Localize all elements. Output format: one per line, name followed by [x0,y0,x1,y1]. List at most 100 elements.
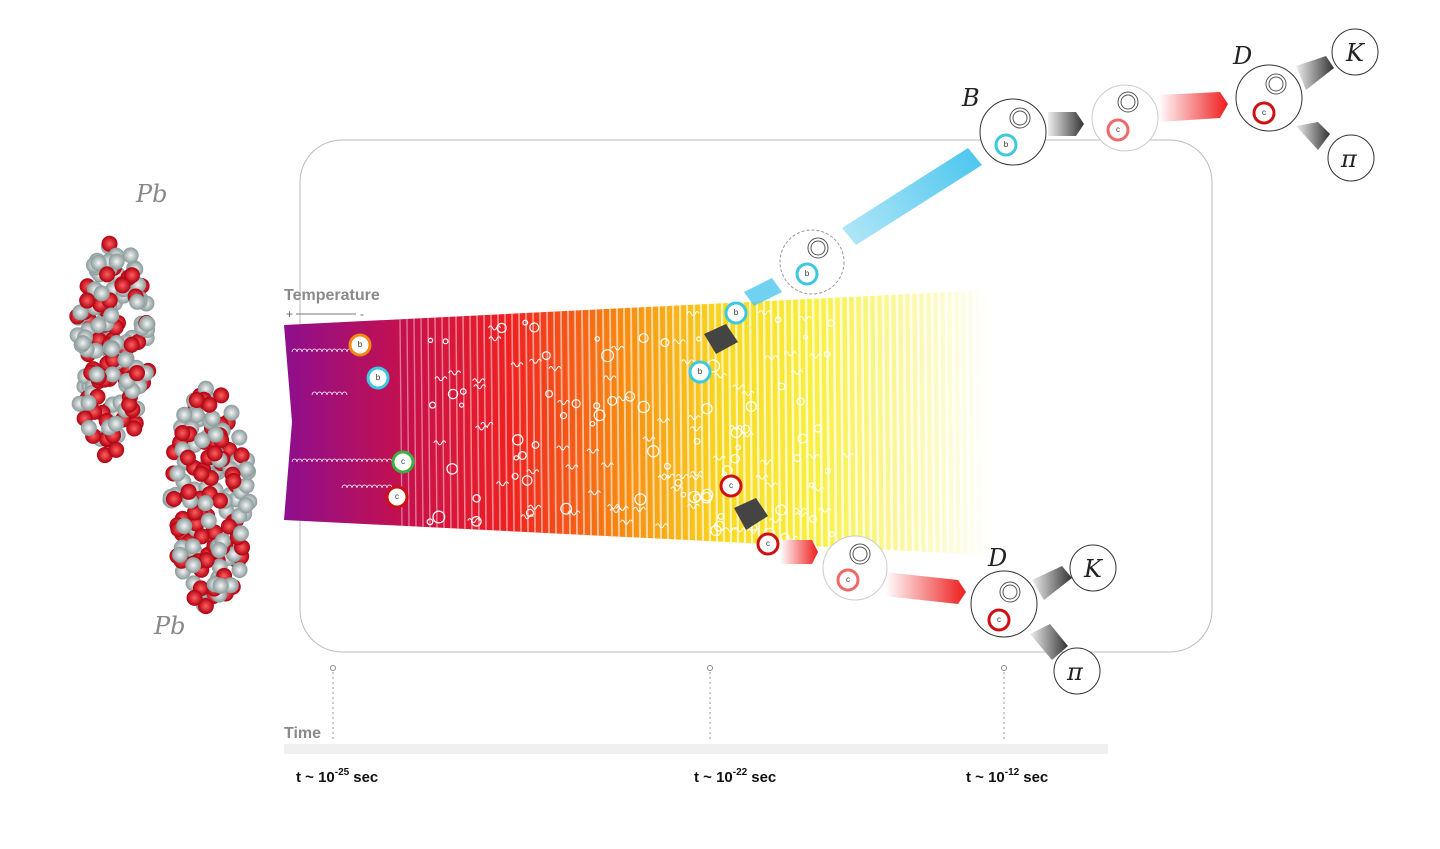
particle [624,391,636,402]
nucleon [90,254,107,271]
hadron [970,570,1038,638]
nucleon [174,424,191,441]
particle [446,463,458,475]
time-exponent: -12 [1005,767,1020,778]
quark [724,301,748,325]
nucleon [80,394,97,411]
nucleon [108,253,125,270]
nucleon [213,387,230,404]
particle [638,333,649,344]
stripe [609,308,613,537]
stripe [944,292,950,553]
particle [560,502,573,515]
gluon [433,440,447,446]
stripe [678,305,684,540]
quark [385,485,409,509]
stripe [888,294,894,551]
time-unit: sec [353,769,378,786]
stripe [811,298,817,547]
nucleon [123,336,140,353]
stripe [916,293,922,552]
nucleon [169,465,186,482]
stripe [832,297,838,548]
nucleon [129,365,146,382]
quark [366,366,390,390]
nucleon [129,293,146,310]
hadron [979,98,1047,166]
time-unit: sec [1023,769,1048,786]
particle [730,426,742,439]
gluon [291,348,353,353]
gluon [510,362,524,368]
nucleon [72,304,89,321]
particle [824,467,831,475]
particle [634,493,647,506]
nucleon [176,517,193,534]
gluon [655,523,669,529]
stripe [441,317,445,528]
time-base: t ~ 10 [296,769,335,786]
hadron [1331,28,1379,76]
arrow [1296,56,1334,90]
particle [796,397,805,406]
nucleon [233,447,250,464]
stripe [581,310,585,535]
arrow [885,572,966,604]
stripe [874,295,880,550]
particle [571,399,581,409]
gluon [741,390,755,396]
particle [525,508,535,517]
particle [730,453,740,464]
temperature-label: Temperature [284,287,380,304]
stripe [448,316,452,529]
gluon [713,373,727,379]
gluon [488,325,501,331]
stripe [539,312,543,533]
particle [432,510,446,524]
gluon [759,459,773,465]
quark [719,474,743,498]
gluon [795,512,808,518]
particle [593,402,601,410]
particle [545,389,554,398]
particle [721,471,728,477]
gluon [686,503,700,509]
gluon [755,474,769,480]
nucleon [121,396,138,413]
ring [810,240,826,256]
stripe [595,309,599,536]
ring [1012,110,1028,126]
gluons [291,309,854,542]
gluon [818,507,832,513]
nucleon [231,562,248,579]
quark-label: b [805,269,810,278]
particle [777,382,786,391]
particle [802,334,809,340]
stripe [937,292,943,553]
gluon [632,506,646,512]
gluon [657,475,671,481]
nucleon [176,406,193,423]
stripe [602,309,606,536]
gluon [765,355,779,361]
nucleon [117,351,134,368]
gluon [526,469,540,475]
time-tick [330,665,336,671]
nucleon [206,445,223,462]
gluon [642,436,656,442]
gluon [657,418,671,424]
stripe [462,316,466,529]
gluon [661,473,675,479]
temperature-minus: - [360,307,364,321]
particle [693,437,701,445]
particle [541,351,551,361]
arrow [744,278,782,306]
stripe [525,312,529,533]
gluon [689,475,703,481]
nuclei [69,235,258,615]
temperature-plus: + [286,307,293,321]
time-base: t ~ 10 [694,769,733,786]
nucleon [186,589,203,606]
gluon [841,452,854,458]
gluon [793,507,807,513]
